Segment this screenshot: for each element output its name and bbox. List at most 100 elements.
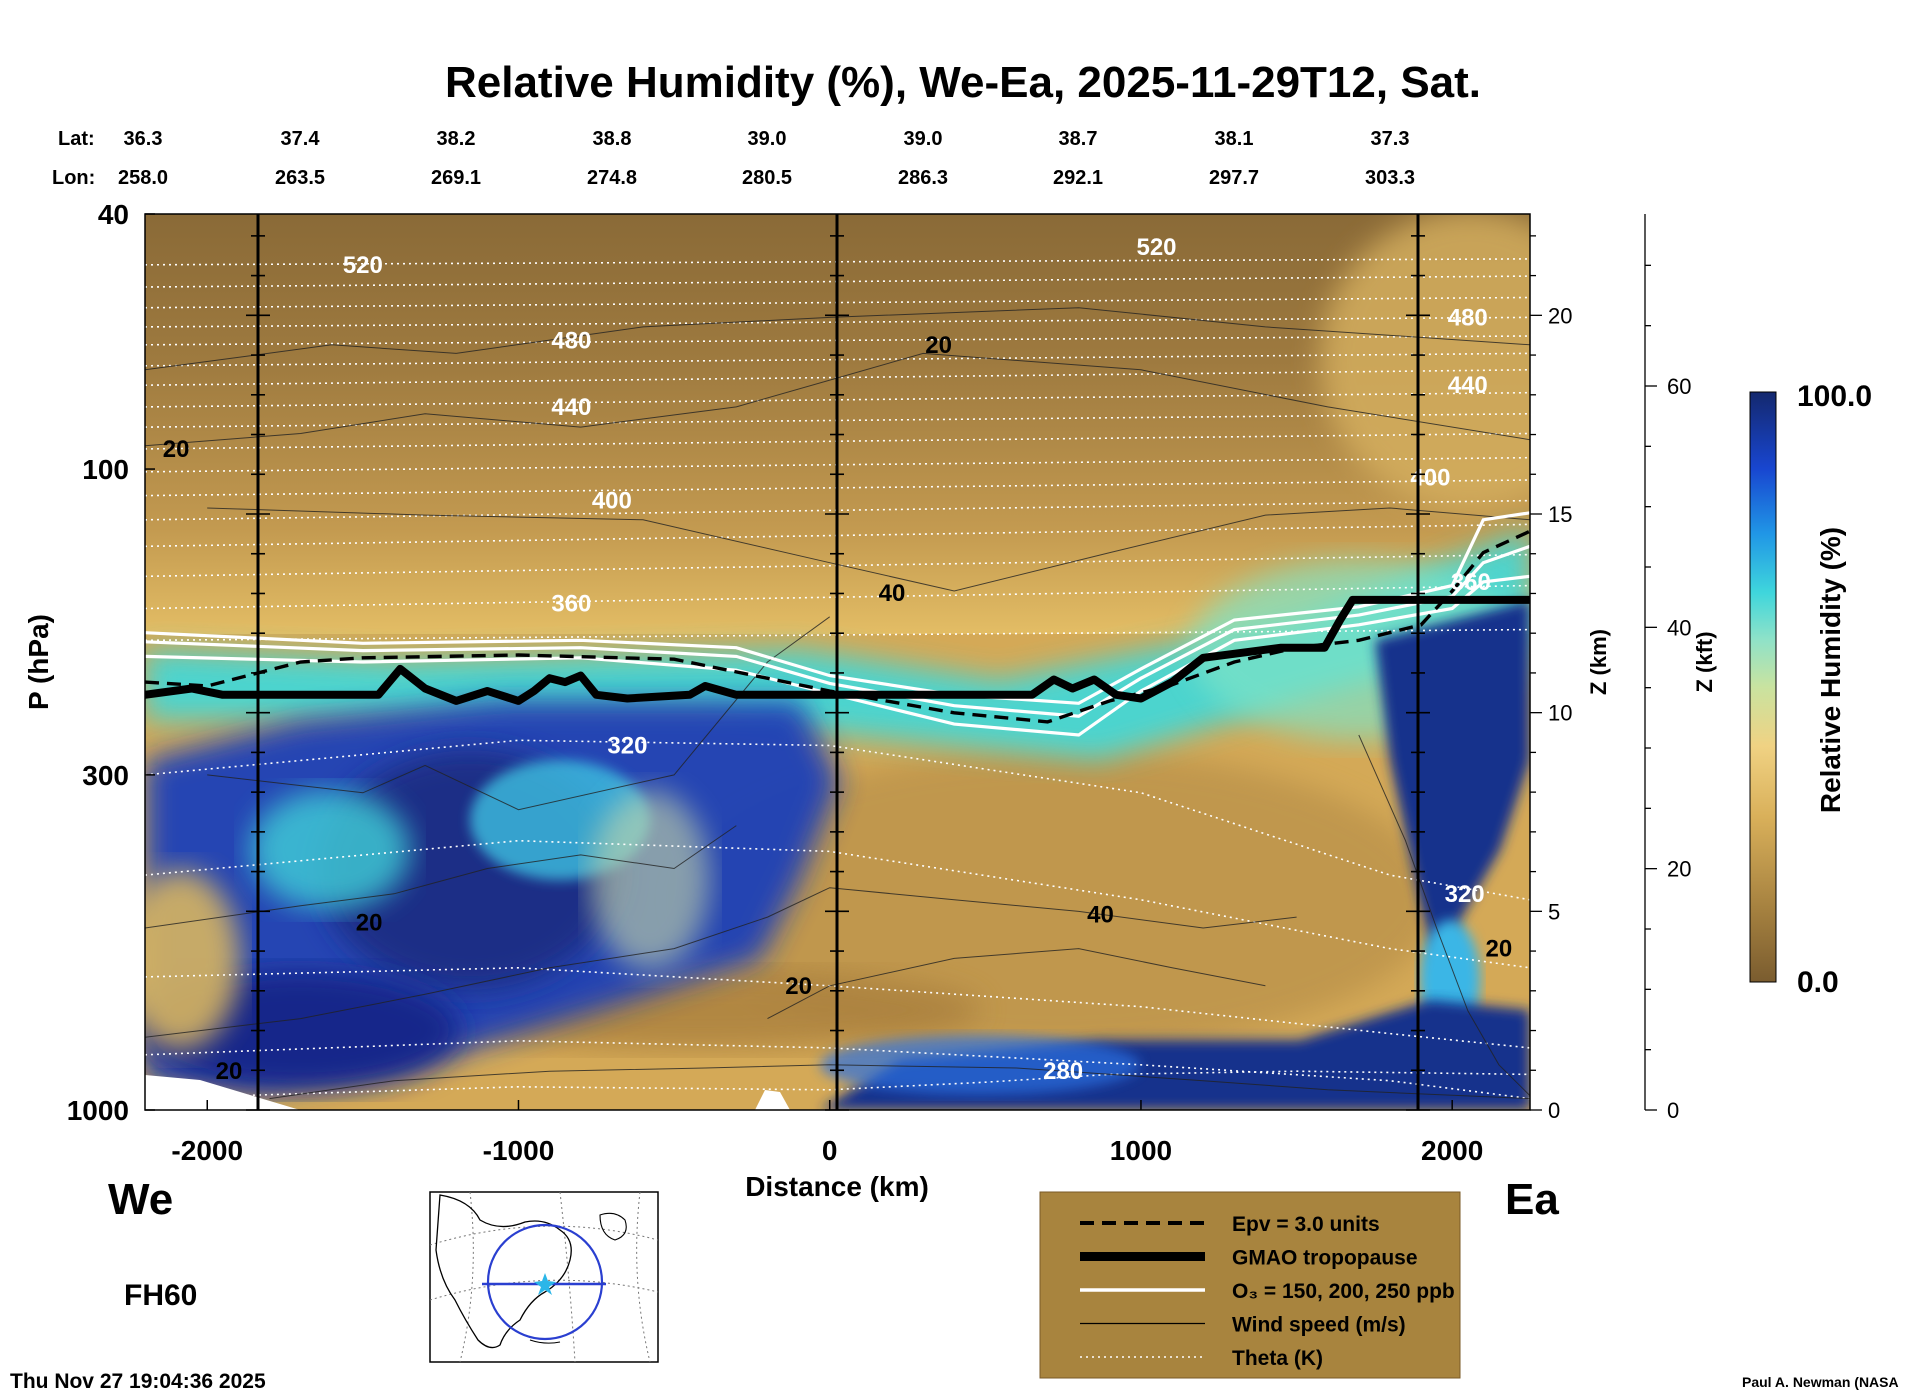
theta-contour <box>145 523 1530 548</box>
theta-contour <box>145 1070 1530 1100</box>
theta-contour <box>145 316 1530 328</box>
wind-contour-label: 40 <box>1087 901 1114 928</box>
x-tick-label: -2000 <box>171 1135 243 1166</box>
lat-value: 38.7 <box>1059 128 1098 150</box>
theta-contour-label: 520 <box>1136 234 1176 261</box>
lon-value: 297.7 <box>1209 167 1259 189</box>
z-kft-tick-label: 0 <box>1667 1098 1679 1123</box>
y-tick-label: 100 <box>82 454 129 485</box>
lat-value: 39.0 <box>904 128 943 150</box>
timestamp: Thu Nov 27 19:04:36 2025 <box>10 1370 266 1393</box>
theta-contour <box>145 628 1530 642</box>
lon-value: 280.5 <box>742 167 792 189</box>
x-axis-ticks: -2000 -1000 0 1000 2000 <box>171 1100 1483 1166</box>
lon-value: 258.0 <box>118 167 168 189</box>
wind-contour <box>767 948 1266 1020</box>
lat-values: 36.3 37.4 38.2 38.8 39.0 39.0 38.7 38.1 37.3 <box>124 128 1410 150</box>
theta-contour-label: 400 <box>1410 464 1450 491</box>
z-km-tick-label: 0 <box>1548 1098 1560 1123</box>
locator-map <box>429 1191 659 1363</box>
lat-value: 37.3 <box>1371 128 1410 150</box>
theta-contour <box>145 413 1530 428</box>
wind-contour <box>1358 734 1530 1097</box>
theta-contour-label: 320 <box>607 733 647 760</box>
theta-contour <box>145 553 1530 578</box>
wind-contour-label: 20 <box>1486 936 1513 963</box>
theta-contour <box>145 369 1530 386</box>
chart-title: Relative Humidity (%), We-Ea, 2025-11-29… <box>445 58 1481 107</box>
wind-contour <box>207 616 830 811</box>
ozone-contour <box>145 574 1530 737</box>
legend-label: GMAO tropopause <box>1232 1247 1418 1270</box>
theta-contour <box>145 479 1530 497</box>
theta-contour-label: 400 <box>592 488 632 515</box>
theta-contour <box>145 456 1530 473</box>
wind-contour-label: 20 <box>216 1058 243 1085</box>
z-kft-tick-label: 20 <box>1667 857 1691 882</box>
lon-label: Lon: <box>52 167 95 189</box>
theta-contour-label: 360 <box>1451 569 1491 596</box>
wind-contour <box>145 887 1297 1038</box>
legend-label: O₃ = 150, 200, 250 ppb <box>1232 1280 1455 1303</box>
theta-contour <box>145 352 1530 367</box>
z-km-tick-label: 15 <box>1548 502 1572 527</box>
theta-contour <box>145 584 1530 610</box>
theta-contour-label: 440 <box>551 394 591 421</box>
x-tick-label: 0 <box>822 1135 838 1166</box>
lon-value: 286.3 <box>898 167 948 189</box>
theta-contour <box>145 1039 1530 1100</box>
reference-line-ticks <box>246 235 1430 1111</box>
lon-value: 263.5 <box>275 167 325 189</box>
theta-contour <box>145 499 1530 521</box>
legend-label: Theta (K) <box>1232 1347 1323 1370</box>
theta-contour <box>145 739 1530 901</box>
east-label: Ea <box>1505 1175 1559 1224</box>
z-kft-tick-label: 40 <box>1667 615 1691 640</box>
z-km-tick-label: 10 <box>1548 701 1572 726</box>
theta-contour-label: 440 <box>1448 372 1488 399</box>
colorbar <box>1749 391 1777 983</box>
wind-contour-label: 20 <box>925 332 952 359</box>
lat-value: 38.1 <box>1215 128 1254 150</box>
wind-contour-label: 20 <box>163 436 190 463</box>
z-km-axis-label: Z (km) <box>1586 629 1611 695</box>
theta-contour <box>145 966 1530 1049</box>
theta-contour-label: 280 <box>1043 1058 1083 1085</box>
plot-frame <box>144 213 1531 1111</box>
lat-value: 38.8 <box>593 128 632 150</box>
wind-contour <box>207 507 1530 592</box>
theta-contour-label: 480 <box>551 327 591 354</box>
z-kft-axis: 0 20 40 60 <box>1644 214 1691 1123</box>
legend-label: Wind speed (m/s) <box>1232 1314 1406 1337</box>
wind-contour-label: 20 <box>785 973 812 1000</box>
colorbar-min-label: 0.0 <box>1797 966 1839 999</box>
y-tick-label: 300 <box>82 760 129 791</box>
lat-label: Lat: <box>58 128 95 150</box>
colorbar-max-label: 100.0 <box>1797 380 1872 413</box>
theta-contour-label: 480 <box>1448 304 1488 331</box>
theta-contour <box>145 432 1530 450</box>
theta-contour-label: 320 <box>1445 881 1485 908</box>
lon-values: 258.0 263.5 269.1 274.8 280.5 286.3 292.1 297.7… <box>118 167 1415 189</box>
z-km-tick-label: 20 <box>1548 303 1572 328</box>
epv-contour <box>145 529 1530 724</box>
tropopause-line <box>145 595 1530 705</box>
legend-label: Epv = 3.0 units <box>1232 1213 1380 1236</box>
lon-value: 274.8 <box>587 167 637 189</box>
x-tick-label: -1000 <box>483 1135 555 1166</box>
colorbar-label: Relative Humidity (%) <box>1815 527 1846 813</box>
theta-contour-label: 520 <box>343 252 383 279</box>
wind-contour <box>145 307 1530 371</box>
x-axis-label: Distance (km) <box>745 1171 929 1202</box>
lat-value: 37.4 <box>281 128 321 150</box>
lon-value: 292.1 <box>1053 167 1103 189</box>
x-tick-label: 2000 <box>1421 1135 1483 1166</box>
y-axis-ticks: 40 100 300 1000 <box>67 199 155 1126</box>
z-kft-axis-label: Z (kft) <box>1692 631 1717 692</box>
wind-contour-label: 20 <box>356 910 383 937</box>
forecast-hour: FH60 <box>124 1279 197 1312</box>
theta-contour <box>145 258 1530 266</box>
theta-contour <box>145 335 1530 346</box>
y-tick-label: 40 <box>98 199 129 230</box>
